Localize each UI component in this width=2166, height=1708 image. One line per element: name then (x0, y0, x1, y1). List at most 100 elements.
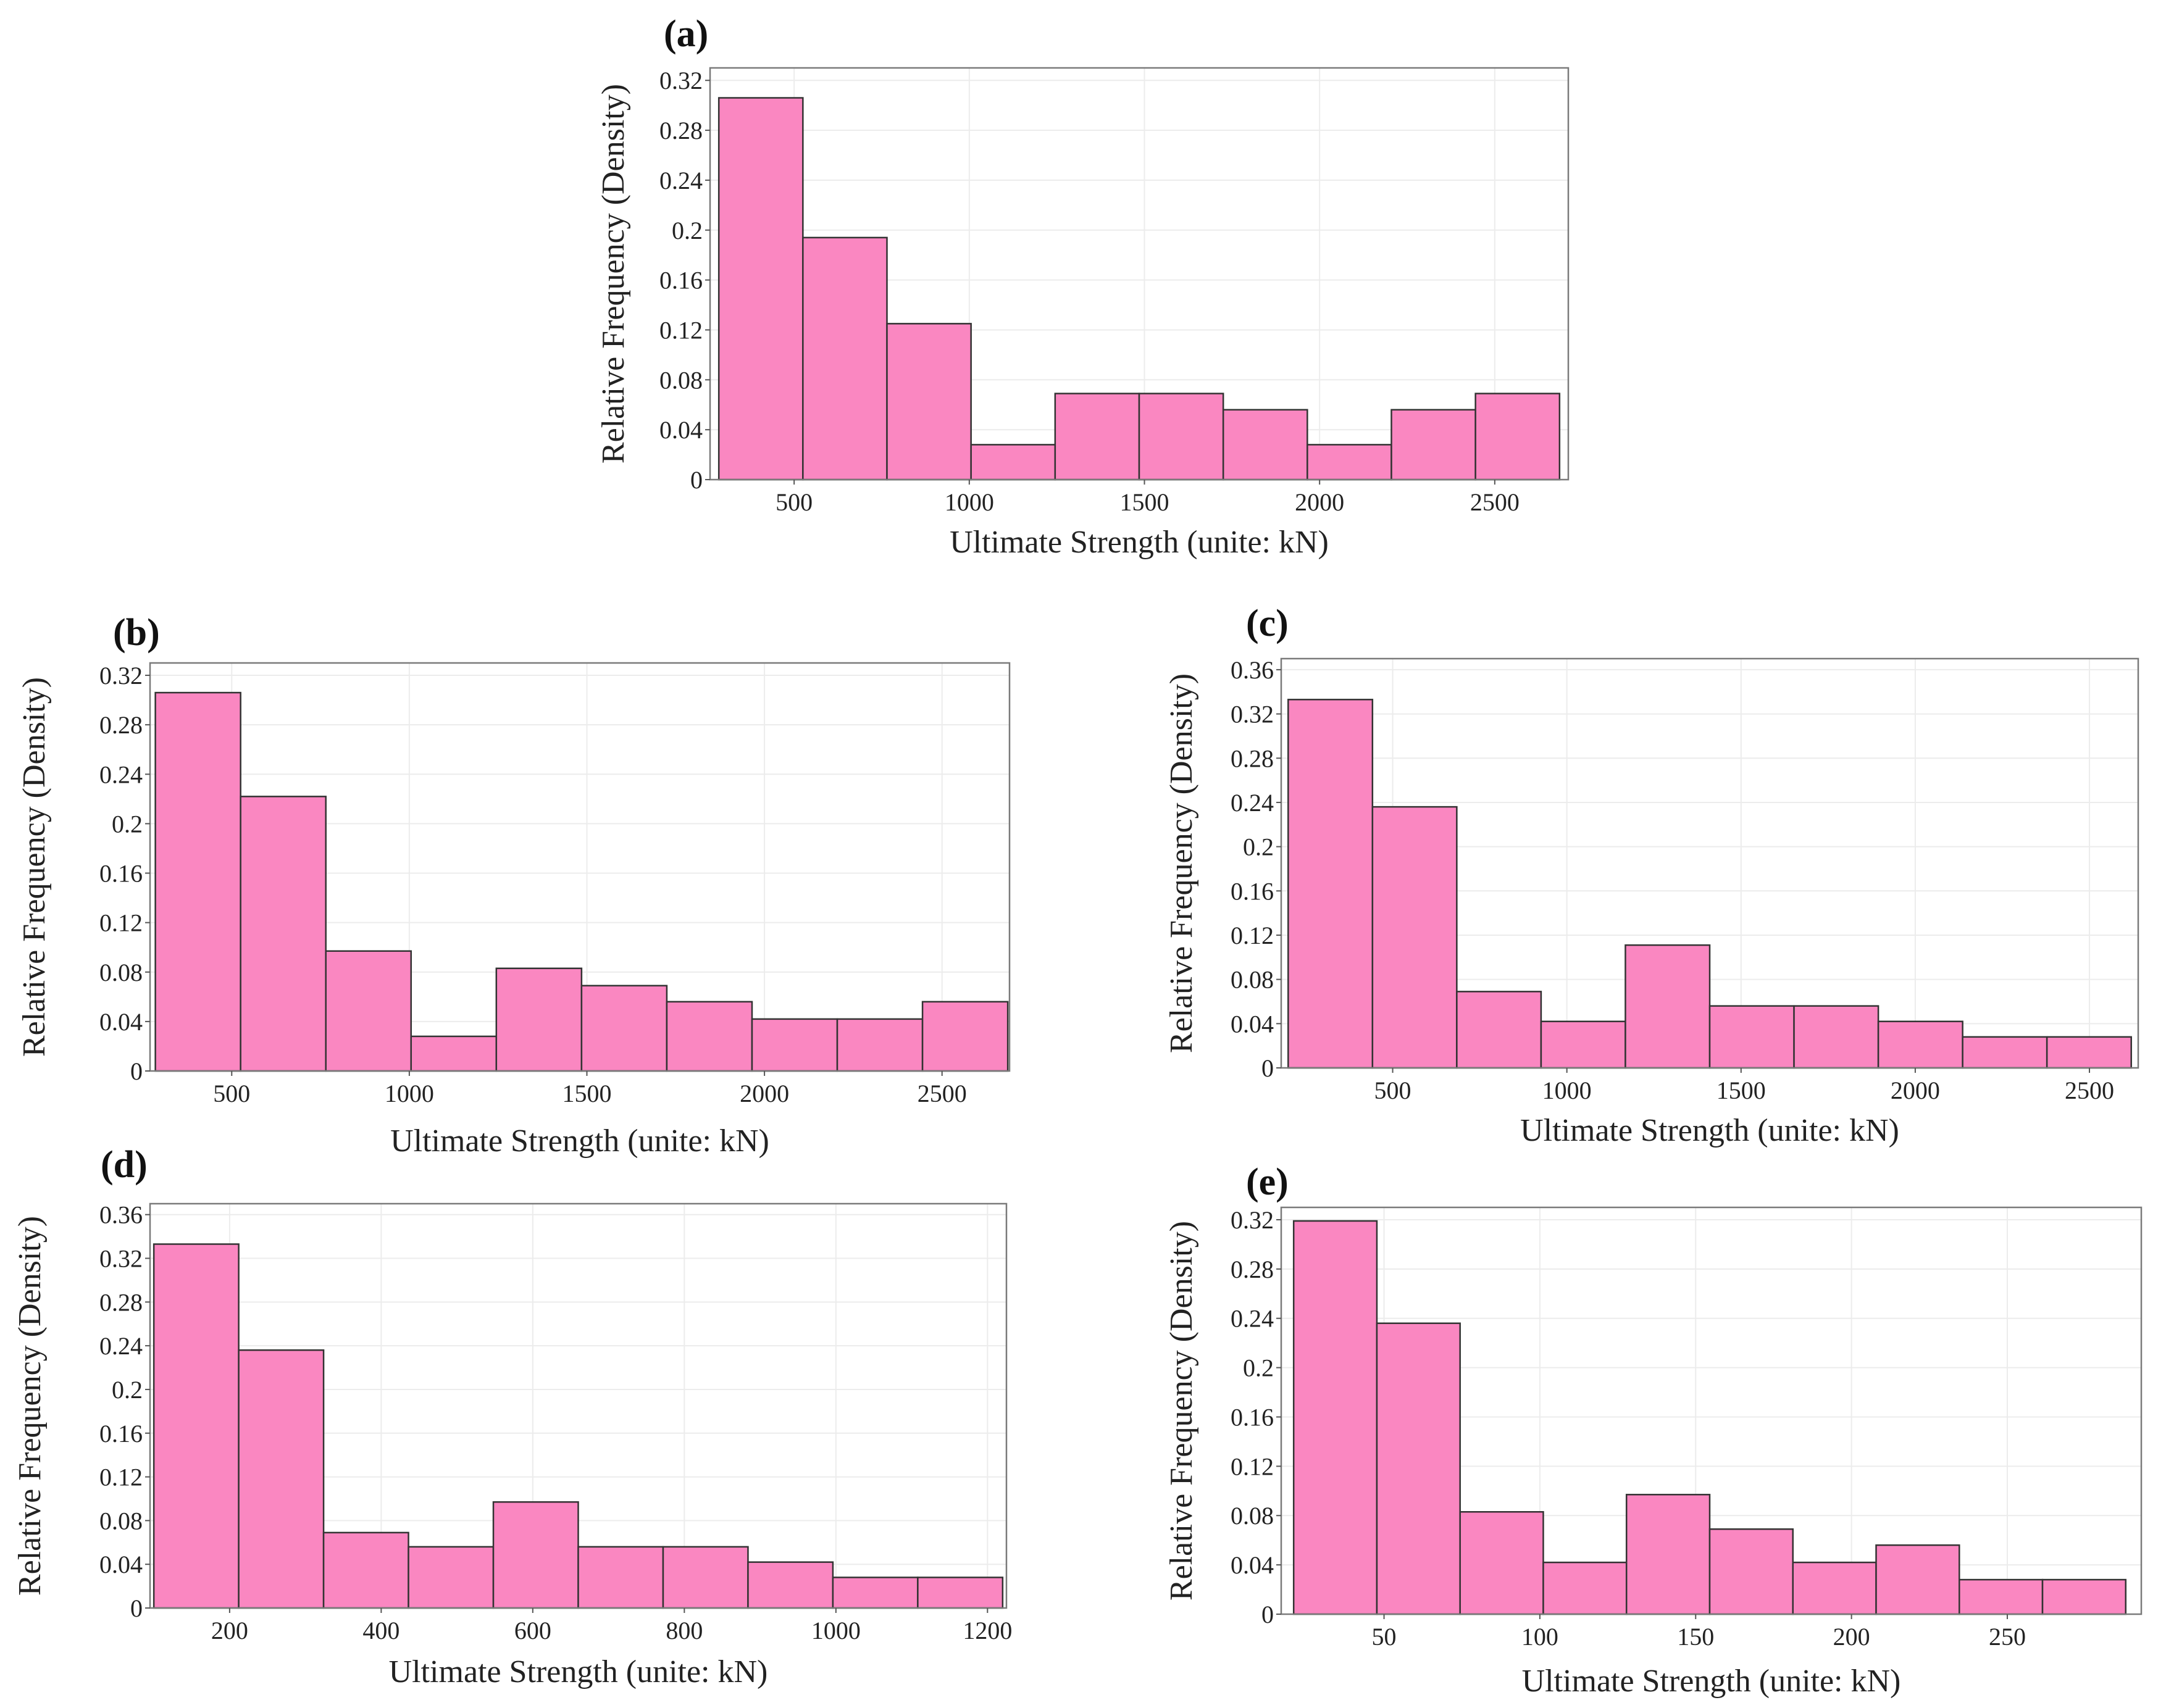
bar-e-6 (1792, 1561, 1877, 1615)
x-axis-title: Ultimate Strength (unite: kN) (390, 1123, 769, 1159)
x-tick-label: 1000 (1542, 1077, 1592, 1104)
x-tick-label: 800 (666, 1617, 703, 1644)
bar-a-4 (1054, 393, 1140, 481)
panel-label: (b) (113, 612, 160, 654)
x-tick-label: 150 (1677, 1623, 1714, 1651)
x-tick-label: 1000 (945, 488, 994, 516)
bar-d-4 (492, 1501, 579, 1609)
y-tick-label: 0.12 (1231, 922, 1274, 949)
bar-a-0 (717, 97, 804, 481)
y-tick-label: 0.12 (99, 909, 143, 937)
bar-b-4 (495, 967, 583, 1072)
y-tick-label: 0.04 (99, 1008, 143, 1036)
y-tick-label: 0.16 (659, 267, 703, 294)
plot-frame (1280, 657, 2139, 1069)
bar-b-7 (751, 1018, 838, 1072)
bar-c-7 (1877, 1020, 1963, 1069)
y-tick-label: 0.24 (99, 760, 143, 788)
y-tick-label: 0 (1261, 1054, 1274, 1082)
y-tick-label: 0.36 (1231, 656, 1274, 684)
x-tick-label: 2500 (918, 1080, 967, 1107)
bar-c-4 (1624, 944, 1711, 1069)
y-tick-label: 0.32 (99, 662, 143, 689)
bar-b-6 (666, 1001, 753, 1072)
bar-e-8 (1958, 1578, 2044, 1615)
bar-b-1 (240, 796, 327, 1072)
y-tick-label: 0.12 (99, 1464, 143, 1491)
x-tick-label: 500 (776, 488, 813, 516)
bar-d-8 (832, 1577, 919, 1609)
y-tick-label: 0.28 (99, 711, 143, 739)
x-tick-label: 200 (211, 1617, 248, 1644)
bar-b-8 (836, 1018, 924, 1072)
x-tick-label: 600 (514, 1617, 551, 1644)
y-tick-label: 0.32 (659, 67, 703, 94)
y-tick-label: 0.32 (1231, 1206, 1274, 1234)
bar-d-7 (747, 1561, 834, 1609)
y-tick-label: 0.12 (1231, 1452, 1274, 1480)
y-tick-label: 0.16 (1231, 1403, 1274, 1431)
bar-a-7 (1307, 444, 1392, 481)
panel-b: 0 0.04 0.08 0.12 0.16 0.2 0.24 0.28 0.32 500 1000 1… (17, 612, 1011, 1159)
bar-d-5 (577, 1546, 664, 1609)
x-tick-label: 2000 (740, 1080, 789, 1107)
x-tick-label: 1500 (1120, 488, 1169, 516)
y-tick-label: 0.28 (99, 1288, 143, 1316)
y-tick-label: 0.08 (99, 1507, 143, 1535)
bar-e-2 (1459, 1511, 1544, 1615)
y-tick-label: 0.32 (99, 1245, 143, 1273)
x-tick-label: 500 (213, 1080, 250, 1107)
y-tick-label: 0.16 (1231, 877, 1274, 905)
bar-e-5 (1708, 1528, 1794, 1615)
x-tick-label: 2500 (1470, 488, 1520, 516)
bar-d-2 (322, 1531, 409, 1609)
x-axis-title: Ultimate Strength (unite: kN) (1520, 1113, 1899, 1148)
y-tick-label: 0.24 (659, 167, 703, 194)
bar-b-5 (580, 985, 668, 1072)
y-tick-label: 0.24 (99, 1332, 143, 1360)
x-axis-title: Ultimate Strength (unite: kN) (1522, 1664, 1901, 1699)
bar-a-5 (1138, 393, 1224, 481)
y-tick-label: 0 (130, 1594, 143, 1622)
y-tick-label: 0.2 (112, 1376, 143, 1404)
y-tick-label: 0.2 (112, 810, 143, 838)
y-axis-title: Relative Frequency (Density) (1164, 673, 1199, 1053)
bar-e-9 (2041, 1578, 2127, 1615)
y-tick-label: 0.2 (672, 217, 703, 244)
panel-label: (c) (1246, 602, 1289, 644)
bar-d-6 (662, 1546, 749, 1609)
y-tick-label: 0 (1261, 1601, 1274, 1628)
y-axis-title: Relative Frequency (Density) (596, 84, 631, 464)
bar-b-3 (410, 1035, 498, 1072)
x-tick-label: 1500 (562, 1080, 612, 1107)
bar-a-3 (970, 444, 1056, 481)
x-tick-label: 400 (362, 1617, 399, 1644)
bar-e-4 (1625, 1494, 1711, 1615)
x-tick-label: 1000 (811, 1617, 861, 1644)
bar-d-1 (238, 1349, 325, 1609)
bar-e-7 (1875, 1544, 1960, 1615)
bar-c-9 (2046, 1036, 2132, 1069)
bar-e-0 (1292, 1220, 1378, 1615)
panel-label: (d) (101, 1144, 148, 1186)
panel-d: 0 0.04 0.08 0.12 0.16 0.2 0.24 0.28 0.32 0.36 200 4… (12, 1144, 1012, 1689)
x-tick-label: 500 (1374, 1077, 1411, 1104)
y-tick-label: 0.12 (659, 316, 703, 344)
x-tick-label: 2500 (2065, 1077, 2114, 1104)
y-tick-label: 0.04 (659, 416, 703, 444)
y-tick-label: 0.08 (99, 959, 143, 986)
y-tick-label: 0.2 (1243, 1354, 1274, 1382)
x-tick-label: 2000 (1891, 1077, 1940, 1104)
bar-a-1 (802, 236, 888, 481)
bar-a-9 (1474, 393, 1561, 481)
y-tick-label: 0.16 (99, 1420, 143, 1448)
y-tick-label: 0.24 (1231, 789, 1274, 817)
bar-d-3 (408, 1546, 495, 1609)
bar-b-0 (154, 691, 241, 1072)
bar-c-1 (1371, 806, 1458, 1069)
y-tick-label: 0.16 (99, 860, 143, 888)
y-tick-label: 0.32 (1231, 701, 1274, 728)
bar-b-2 (325, 950, 412, 1072)
y-tick-label: 0.2 (1243, 833, 1274, 861)
y-tick-label: 0.28 (1231, 1256, 1274, 1283)
